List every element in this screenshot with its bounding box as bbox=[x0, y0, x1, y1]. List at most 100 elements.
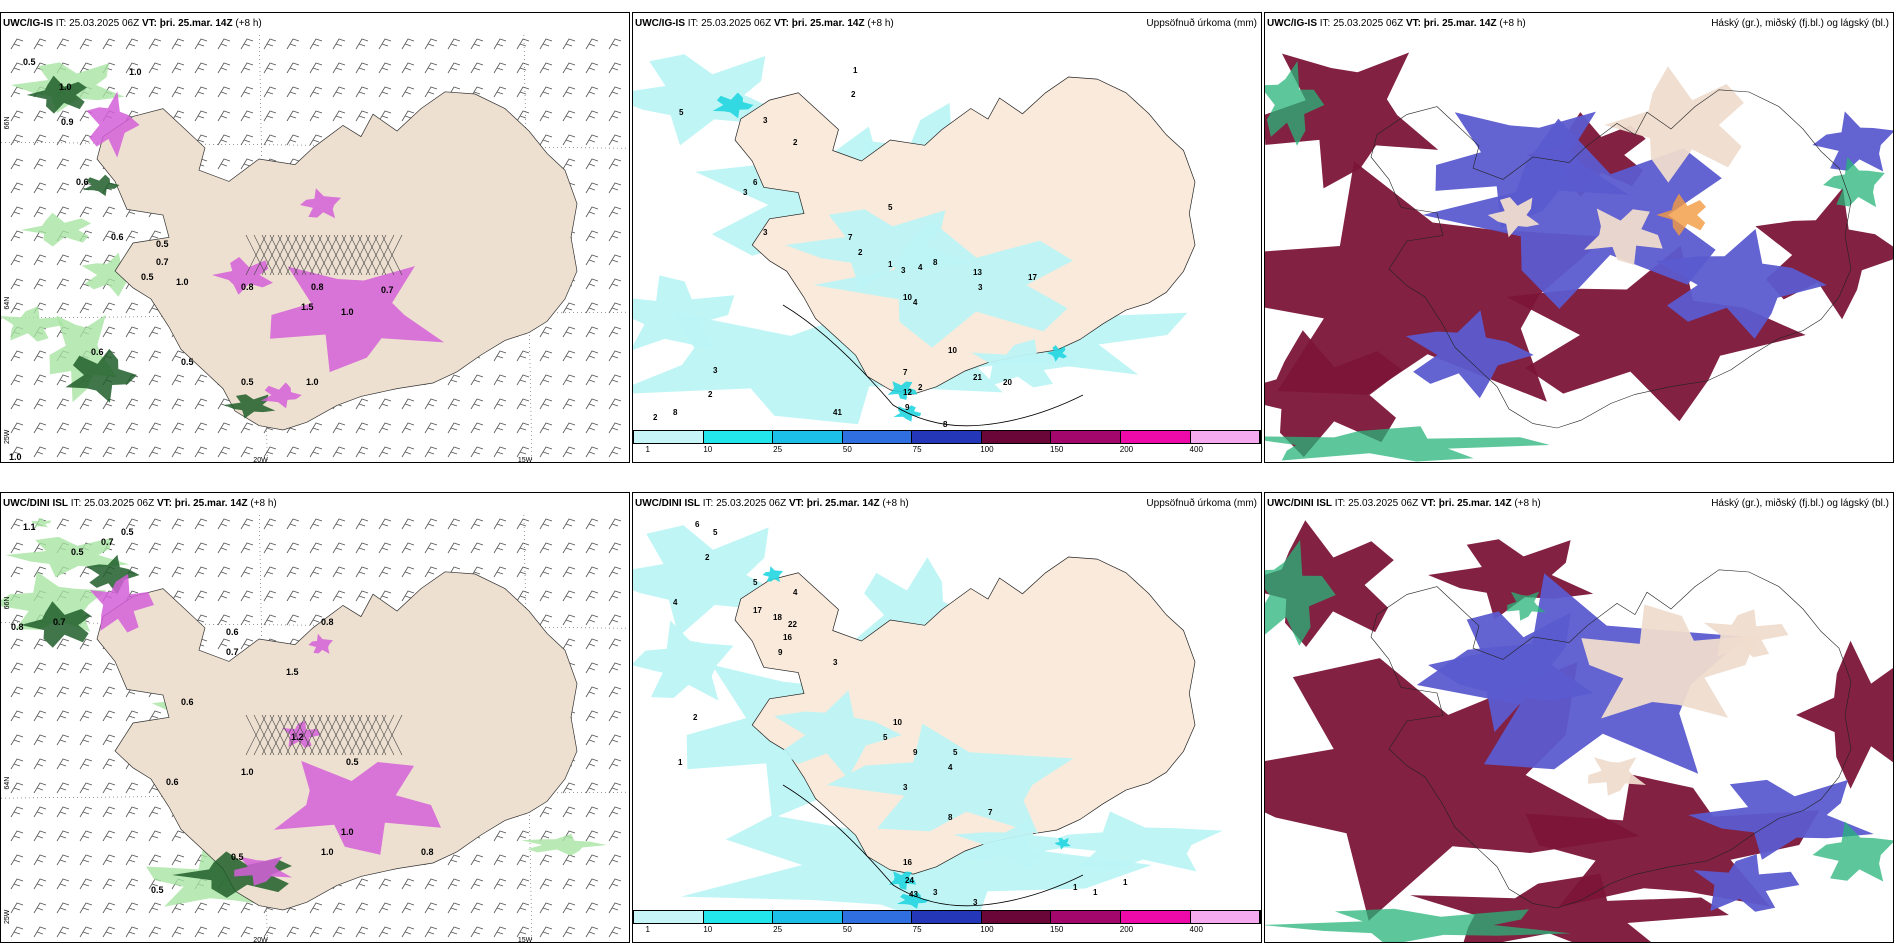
wind-barb bbox=[493, 446, 507, 458]
wind-barb bbox=[102, 326, 116, 338]
wind-barb bbox=[56, 38, 70, 50]
wind-barb bbox=[10, 782, 24, 794]
wind-barb bbox=[608, 158, 622, 170]
wind-barb bbox=[102, 302, 116, 314]
contour-value-label: 0.5 bbox=[151, 885, 164, 895]
wind-barb bbox=[608, 302, 622, 314]
contour-value-label: 0.7 bbox=[226, 647, 239, 657]
wind-barb bbox=[562, 542, 576, 554]
wind-barb bbox=[56, 110, 70, 122]
wind-barb bbox=[56, 302, 70, 314]
colorbar-tick-label: 1 bbox=[645, 925, 650, 934]
high-cloud-area bbox=[1812, 821, 1893, 882]
contour-value-label: 0.8 bbox=[11, 622, 24, 632]
wind-barb bbox=[516, 542, 530, 554]
wind-barb bbox=[286, 446, 300, 458]
wind-barb bbox=[608, 230, 622, 242]
precip-10-25mm bbox=[1054, 837, 1071, 850]
wind-barb bbox=[562, 374, 576, 386]
wind-barb bbox=[33, 254, 47, 266]
contour-value-label: 0.6 bbox=[226, 627, 239, 637]
wind-barb bbox=[378, 590, 392, 602]
wind-barb bbox=[424, 446, 438, 458]
wind-barb bbox=[539, 446, 553, 458]
wind-barb bbox=[539, 38, 553, 50]
wind-barb bbox=[608, 734, 622, 746]
wind-barb bbox=[240, 62, 254, 74]
wind-barb bbox=[585, 302, 599, 314]
wind-barb bbox=[516, 350, 530, 362]
wind-barb bbox=[470, 422, 484, 434]
wind-barb bbox=[10, 638, 24, 650]
axis-tick-label: 66N bbox=[4, 117, 11, 130]
contour-value-label: 8 bbox=[933, 258, 938, 267]
heavy-precip-area bbox=[82, 174, 120, 197]
wind-barb bbox=[240, 638, 254, 650]
panel-right-title: Uppsöfnuð úrkoma (mm) bbox=[1146, 498, 1257, 509]
wind-barb bbox=[263, 590, 277, 602]
wind-barb bbox=[10, 302, 24, 314]
contour-value-label: 1 bbox=[1093, 888, 1098, 897]
wind-barb bbox=[125, 350, 139, 362]
mid-cloud-area bbox=[1416, 573, 1746, 774]
contour-value-label: 1.5 bbox=[301, 302, 314, 312]
wind-barb bbox=[125, 422, 139, 434]
wind-barb bbox=[608, 374, 622, 386]
precip-1-10mm bbox=[953, 820, 1082, 869]
wind-barb bbox=[148, 230, 162, 242]
wind-barb bbox=[194, 542, 208, 554]
wind-barb bbox=[10, 542, 24, 554]
wind-barb bbox=[516, 902, 530, 914]
colorbar-swatch bbox=[912, 911, 982, 923]
wind-barb bbox=[125, 830, 139, 842]
wind-barb bbox=[562, 62, 576, 74]
contour-value-label: 0.7 bbox=[53, 617, 66, 627]
precip-1-10mm bbox=[633, 525, 796, 637]
contour-value-label: 1.5 bbox=[286, 667, 299, 677]
wind-barb bbox=[125, 878, 139, 890]
wind-barb bbox=[56, 134, 70, 146]
wind-barb bbox=[125, 710, 139, 722]
wind-barb bbox=[125, 86, 139, 98]
wind-barb bbox=[56, 830, 70, 842]
contour-value-label: 3 bbox=[743, 188, 748, 197]
wind-barb bbox=[194, 422, 208, 434]
colorbar-swatch bbox=[912, 431, 982, 443]
colorbar-tick-label: 10 bbox=[703, 445, 713, 454]
contour-value-label: 20 bbox=[1003, 378, 1012, 387]
wind-barb bbox=[309, 902, 323, 914]
wind-barb bbox=[493, 518, 507, 530]
iceland-land bbox=[734, 556, 1196, 875]
panel-header: UWC/IG-IS IT: 25.03.2025 06Z VT: þri. 25… bbox=[3, 18, 262, 29]
contour-value-label: 4 bbox=[673, 598, 678, 607]
colorbar-swatch bbox=[981, 911, 1052, 923]
wind-barb bbox=[585, 374, 599, 386]
mid-cloud-area bbox=[1406, 310, 1534, 399]
wind-barb bbox=[332, 542, 346, 554]
map-panel-4: UWC/DINI ISL IT: 25.03.2025 06Z VT: þri.… bbox=[0, 492, 630, 943]
wind-barb bbox=[102, 758, 116, 770]
wind-barb bbox=[33, 38, 47, 50]
wind-barb bbox=[171, 830, 185, 842]
wind-barb bbox=[493, 566, 507, 578]
wind-barb bbox=[355, 926, 369, 938]
mixed-precip-hatch bbox=[245, 714, 403, 756]
value-labels: 6524451718221693211095435871624433311123 bbox=[673, 520, 1128, 907]
wind-barb bbox=[102, 902, 116, 914]
wind-barb bbox=[148, 806, 162, 818]
wind-barb bbox=[401, 446, 415, 458]
contour-value-label: 10 bbox=[893, 718, 902, 727]
iceland-land bbox=[96, 571, 578, 911]
wind-barb bbox=[562, 110, 576, 122]
wind-barb bbox=[240, 158, 254, 170]
contour-value-label: 9 bbox=[778, 648, 783, 657]
wind-barb bbox=[194, 590, 208, 602]
wind-barb bbox=[585, 830, 599, 842]
wind-barb bbox=[608, 110, 622, 122]
wind-barb bbox=[102, 230, 116, 242]
wind-barb bbox=[263, 566, 277, 578]
panel-right-title: Háský (gr.), miðský (fj.bl.) og lágský (… bbox=[1711, 18, 1889, 29]
contour-value-label: 3 bbox=[903, 783, 908, 792]
wind-barb bbox=[10, 854, 24, 866]
wind-barb bbox=[608, 326, 622, 338]
